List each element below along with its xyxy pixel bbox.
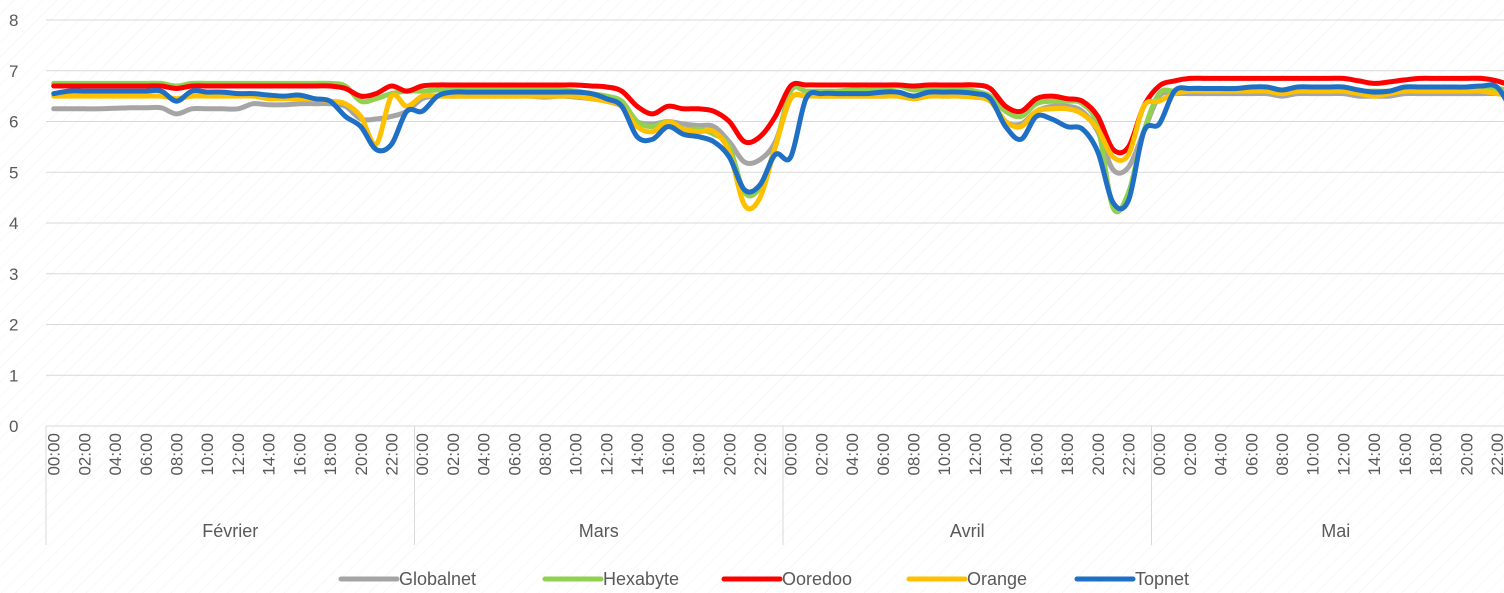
y-axis: 0 1 2 3 4 5 6 7 8 xyxy=(9,11,18,436)
x-tick-label: 06:00 xyxy=(137,433,156,476)
x-tick-label: 04:00 xyxy=(1212,433,1231,476)
x-tick-label: 06:00 xyxy=(505,433,524,476)
x-tick-label: 00:00 xyxy=(45,433,64,476)
x-tick-label: 18:00 xyxy=(690,433,709,476)
x-tick-label: 14:00 xyxy=(628,433,647,476)
x-tick-label: 10:00 xyxy=(198,433,217,476)
series-line-ooredoo xyxy=(51,75,1504,156)
x-tick-label: 20:00 xyxy=(352,433,371,476)
x-tick-label: 22:00 xyxy=(1119,433,1138,476)
x-axis: 00:00 02:00 04:00 06:00 08:00 10:00 12:00 14:00… xyxy=(45,426,1504,545)
x-tick-label: 02:00 xyxy=(75,433,94,476)
group-label: Avril xyxy=(950,521,985,541)
x-tick-label: 06:00 xyxy=(874,433,893,476)
x-tick-label: 08:00 xyxy=(536,433,555,476)
x-tick-label: 10:00 xyxy=(935,433,954,476)
x-tick-label: 00:00 xyxy=(1150,433,1169,476)
gridlines xyxy=(46,19,1504,427)
x-tick-label: 14:00 xyxy=(1365,433,1384,476)
x-tick-label: 18:00 xyxy=(321,433,340,476)
x-tick-label: 16:00 xyxy=(659,433,678,476)
x-tick-label: 02:00 xyxy=(812,433,831,476)
series-line-orange xyxy=(51,88,1504,212)
x-tick-label: 18:00 xyxy=(1058,433,1077,476)
y-tick-label: 5 xyxy=(9,163,18,182)
x-tick-label: 10:00 xyxy=(1304,433,1323,476)
x-tick-label: 04:00 xyxy=(475,433,494,476)
group-label: Mars xyxy=(579,521,619,541)
x-tick-label: 12:00 xyxy=(1334,433,1353,476)
x-tick-label: 22:00 xyxy=(382,433,401,476)
x-tick-label: 22:00 xyxy=(1488,433,1504,476)
y-tick-label: 2 xyxy=(9,316,18,335)
x-tick-label: 08:00 xyxy=(168,433,187,476)
x-tick-label: 22:00 xyxy=(751,433,770,476)
group-label: Mai xyxy=(1321,521,1350,541)
legend: Globalnet Hexabyte Ooredoo Orange Topnet xyxy=(338,569,1189,589)
legend-label-hexabyte: Hexabyte xyxy=(603,569,679,589)
y-tick-label: 7 xyxy=(9,62,18,81)
x-tick-label: 12:00 xyxy=(966,433,985,476)
y-tick-label: 0 xyxy=(9,417,18,436)
x-tick-label: 06:00 xyxy=(1242,433,1261,476)
x-tick-label: 20:00 xyxy=(1457,433,1476,476)
x-tick-label: 00:00 xyxy=(782,433,801,476)
x-tick-label: 20:00 xyxy=(1089,433,1108,476)
x-tick-label: 12:00 xyxy=(229,433,248,476)
x-tick-label: 16:00 xyxy=(1027,433,1046,476)
x-tick-label: 02:00 xyxy=(444,433,463,476)
x-tick-label: 16:00 xyxy=(1396,433,1415,476)
x-tick-label: 00:00 xyxy=(413,433,432,476)
legend-label-topnet: Topnet xyxy=(1135,569,1189,589)
x-tick-label: 14:00 xyxy=(997,433,1016,476)
x-tick-label: 08:00 xyxy=(1273,433,1292,476)
legend-label-globalnet: Globalnet xyxy=(399,569,476,589)
legend-label-ooredoo: Ooredoo xyxy=(782,569,852,589)
y-tick-label: 3 xyxy=(9,265,18,284)
series-lines xyxy=(51,75,1504,215)
x-tick-label: 18:00 xyxy=(1427,433,1446,476)
series-line-topnet xyxy=(51,82,1504,212)
y-tick-label: 8 xyxy=(9,11,18,30)
x-tick-label: 02:00 xyxy=(1181,433,1200,476)
group-label: Février xyxy=(202,521,258,541)
legend-label-orange: Orange xyxy=(967,569,1027,589)
y-tick-label: 6 xyxy=(9,113,18,132)
x-tick-label: 20:00 xyxy=(720,433,739,476)
y-tick-label: 1 xyxy=(9,366,18,385)
x-tick-label: 16:00 xyxy=(290,433,309,476)
x-tick-label: 04:00 xyxy=(106,433,125,476)
x-tick-label: 08:00 xyxy=(905,433,924,476)
x-tick-label: 04:00 xyxy=(843,433,862,476)
x-tick-label: 14:00 xyxy=(260,433,279,476)
x-tick-label: 12:00 xyxy=(597,433,616,476)
x-tick-label: 10:00 xyxy=(567,433,586,476)
y-tick-label: 4 xyxy=(9,214,18,233)
